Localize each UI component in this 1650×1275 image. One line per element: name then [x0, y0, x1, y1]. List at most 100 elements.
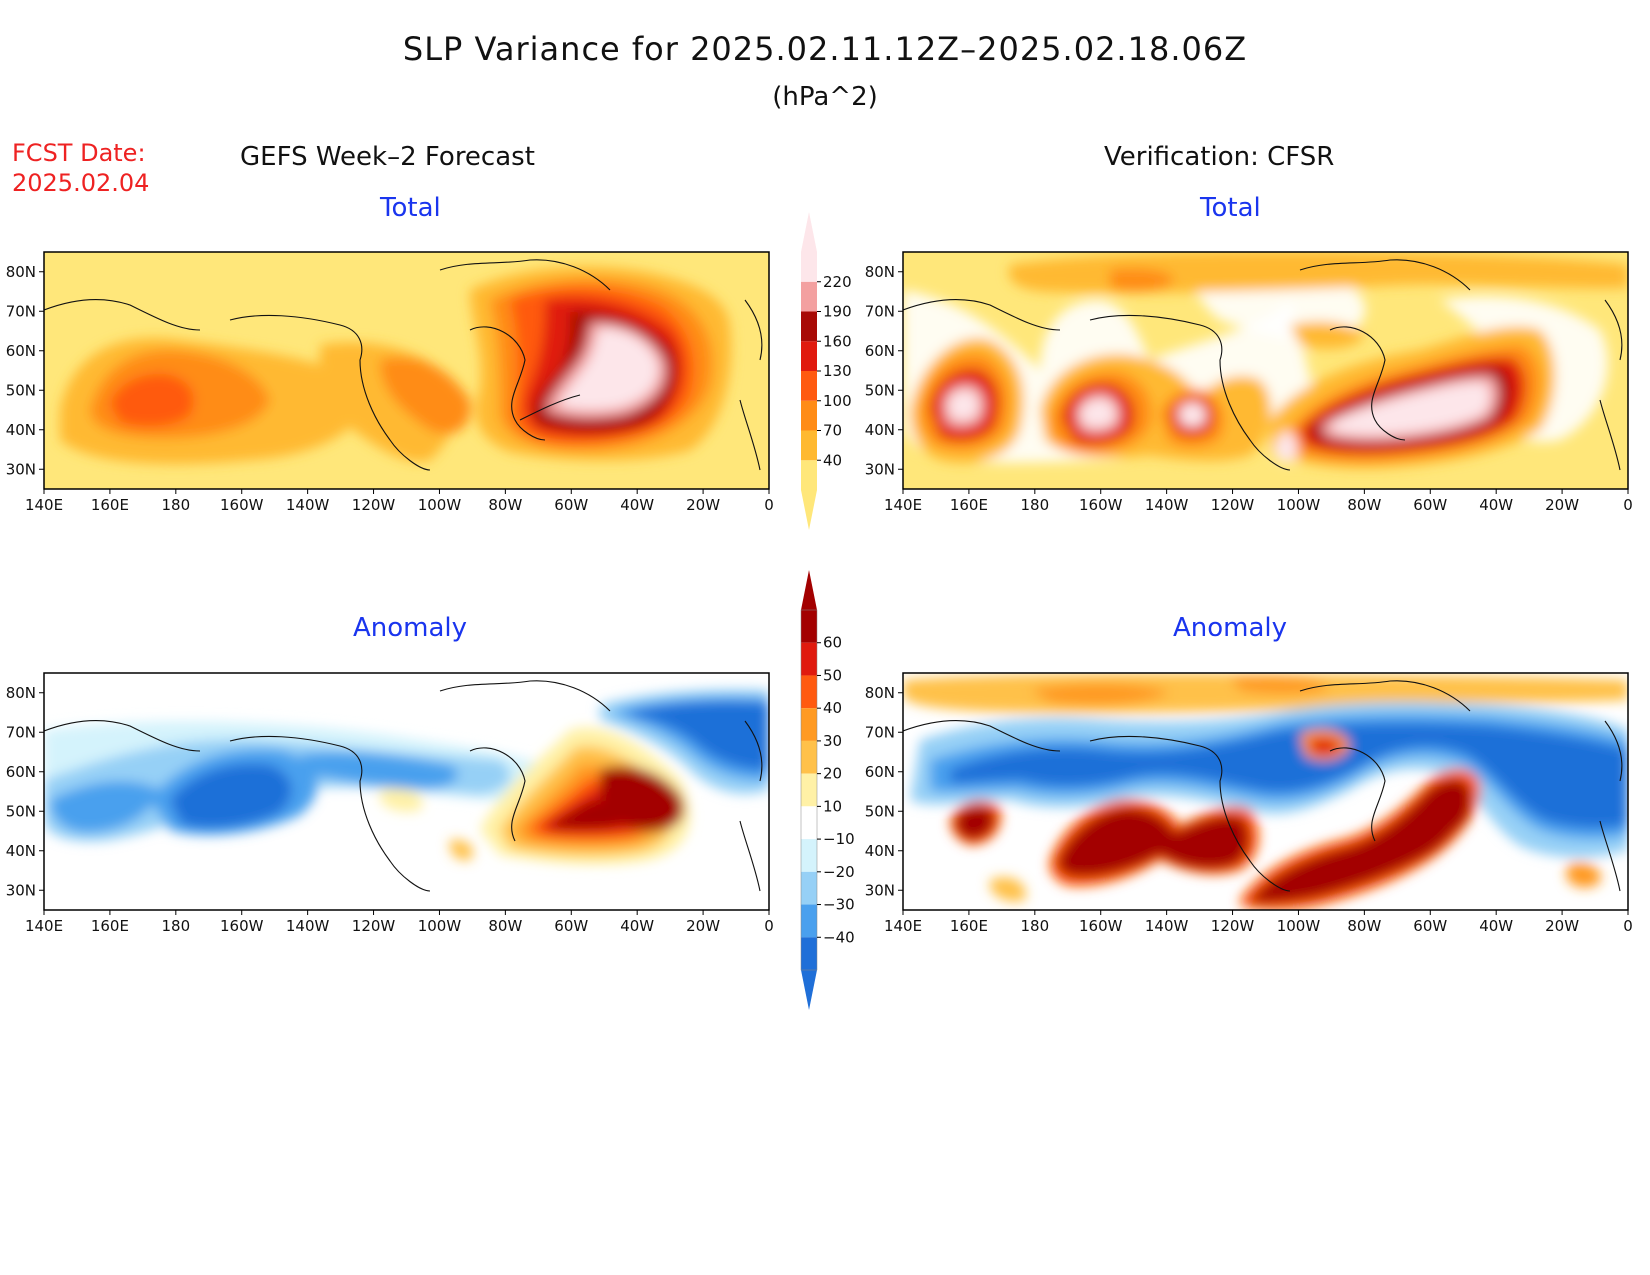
lon-tick-label: 60W — [1413, 917, 1447, 935]
lon-tick-label: 140E — [25, 917, 63, 935]
anomaly-colorbar-label: 10 — [823, 797, 842, 815]
lon-tick-label: 140W — [286, 496, 330, 514]
lat-tick-label: 60N — [865, 342, 895, 360]
forecast-anomaly-map — [44, 673, 769, 910]
forecast-total-frame — [43, 251, 770, 490]
anomaly-colorbar: 60 50 40 30 20 10 −10 −20 −30 −40 — [800, 570, 855, 1010]
lat-tick-label: 40N — [6, 421, 36, 439]
verification-total-map — [903, 252, 1628, 489]
lon-tick-label: 120W — [1211, 496, 1255, 514]
lon-tick-label: 80W — [488, 496, 522, 514]
lon-tick-label: 100W — [1277, 496, 1321, 514]
lon-tick-label: 60W — [1413, 496, 1447, 514]
lon-tick-label: 60W — [554, 917, 588, 935]
anomaly-colorbar-bin — [801, 871, 817, 905]
lon-tick-label: 160E — [91, 496, 129, 514]
forecast-date-value: 2025.02.04 — [12, 169, 150, 197]
lat-tick-label: 70N — [865, 723, 895, 741]
forecast-date-caption: FCST Date: — [12, 139, 146, 167]
lon-tick-label: 60W — [554, 496, 588, 514]
lon-tick-label: 80W — [1347, 496, 1381, 514]
total-colorbar-bin — [801, 430, 817, 461]
lat-tick-label: 30N — [865, 881, 895, 899]
lon-tick-label: 180 — [161, 917, 190, 935]
lon-tick-label: 40W — [1479, 917, 1513, 935]
total-colorbar-label: 40 — [823, 451, 842, 469]
lon-tick-label: 140W — [286, 917, 330, 935]
lon-tick-label: 20W — [686, 496, 720, 514]
lon-tick-label: 120W — [1211, 917, 1255, 935]
lat-tick-label: 80N — [865, 684, 895, 702]
anomaly-colorbar-bottom-arrow — [801, 970, 817, 1010]
total-colorbar-bin — [801, 400, 817, 431]
lat-tick-label: 50N — [865, 381, 895, 399]
anomaly-colorbar-label: −10 — [823, 830, 855, 848]
lat-tick-label: 30N — [6, 881, 36, 899]
total-colorbar-bin — [801, 311, 817, 342]
lon-tick-label: 80W — [488, 917, 522, 935]
lon-tick-label: 160E — [950, 496, 988, 514]
lat-tick-label: 50N — [6, 802, 36, 820]
total-colorbar-label: 220 — [823, 273, 852, 291]
lon-tick-label: 180 — [161, 496, 190, 514]
lon-tick-label: 20W — [686, 917, 720, 935]
lat-tick-label: 30N — [865, 460, 895, 478]
lon-tick-label: 0 — [1623, 917, 1633, 935]
total-colorbar: 40 70 100 130 160 190 220 — [801, 212, 852, 530]
anomaly-colorbar-outline — [800, 609, 818, 971]
anomaly-colorbar-label: 50 — [823, 666, 842, 684]
total-colorbar-bin — [801, 371, 817, 401]
lon-tick-label: 180 — [1020, 917, 1049, 935]
lon-tick-label: 160W — [220, 917, 264, 935]
lat-tick-label: 60N — [865, 763, 895, 781]
lat-tick-label: 80N — [865, 263, 895, 281]
coastlines — [44, 259, 1623, 892]
lat-tick-label: 50N — [6, 381, 36, 399]
lon-tick-label: 40W — [1479, 496, 1513, 514]
total-colorbar-label: 160 — [823, 332, 852, 350]
lon-tick-label: 40W — [620, 917, 654, 935]
lon-tick-label: 160W — [1079, 496, 1123, 514]
verification-anomaly-map — [903, 673, 1628, 910]
lon-tick-label: 80W — [1347, 917, 1381, 935]
lon-tick-label: 0 — [764, 917, 774, 935]
lon-tick-label: 120W — [352, 496, 396, 514]
total-colorbar-label: 100 — [823, 392, 852, 410]
anomaly-colorbar-bin — [801, 904, 817, 938]
lon-tick-label: 20W — [1545, 917, 1579, 935]
lat-tick-label: 60N — [6, 763, 36, 781]
total-colorbar-label: 130 — [823, 362, 852, 380]
lat-tick-label: 40N — [865, 842, 895, 860]
lon-tick-label: 0 — [1623, 496, 1633, 514]
verification-anomaly-frame — [902, 672, 1629, 911]
anomaly-colorbar-bin — [801, 839, 817, 872]
lat-tick-label: 60N — [6, 342, 36, 360]
anomaly-colorbar-label: 30 — [823, 732, 842, 750]
anomaly-colorbar-bin — [801, 708, 817, 741]
lon-tick-label: 180 — [1020, 496, 1049, 514]
forecast-total-label: Total — [380, 193, 441, 223]
forecast-column-title: GEFS Week–2 Forecast — [240, 142, 535, 172]
anomaly-colorbar-label: −40 — [823, 928, 855, 946]
forecast-date-label: FCST Date: 2025.02.04 — [12, 138, 149, 198]
lat-tick-label: 70N — [6, 723, 36, 741]
anomaly-colorbar-bin — [801, 642, 817, 676]
verification-anomaly-label: Anomaly — [1173, 613, 1288, 643]
forecast-anomaly-frame — [43, 672, 770, 911]
lon-tick-label: 140W — [1145, 917, 1189, 935]
verification-total-frame — [902, 251, 1629, 490]
total-colorbar-top-arrow — [801, 212, 817, 252]
total-colorbar-bottom-arrow — [801, 490, 817, 530]
anomaly-colorbar-label: 60 — [823, 634, 842, 652]
anomaly-colorbar-bin — [801, 806, 817, 840]
anomaly-colorbar-top-arrow — [801, 570, 817, 610]
lon-tick-label: 140E — [25, 496, 63, 514]
lon-tick-label: 160E — [950, 917, 988, 935]
lon-tick-label: 120W — [352, 917, 396, 935]
anomaly-colorbar-bin — [801, 675, 817, 709]
anomaly-colorbar-bin — [801, 773, 817, 807]
total-colorbar-bin — [801, 281, 817, 312]
total-colorbar-bin — [801, 252, 817, 282]
anomaly-colorbar-label: 20 — [823, 765, 842, 783]
